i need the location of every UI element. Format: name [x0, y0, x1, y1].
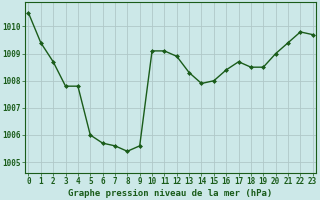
- X-axis label: Graphe pression niveau de la mer (hPa): Graphe pression niveau de la mer (hPa): [68, 189, 273, 198]
